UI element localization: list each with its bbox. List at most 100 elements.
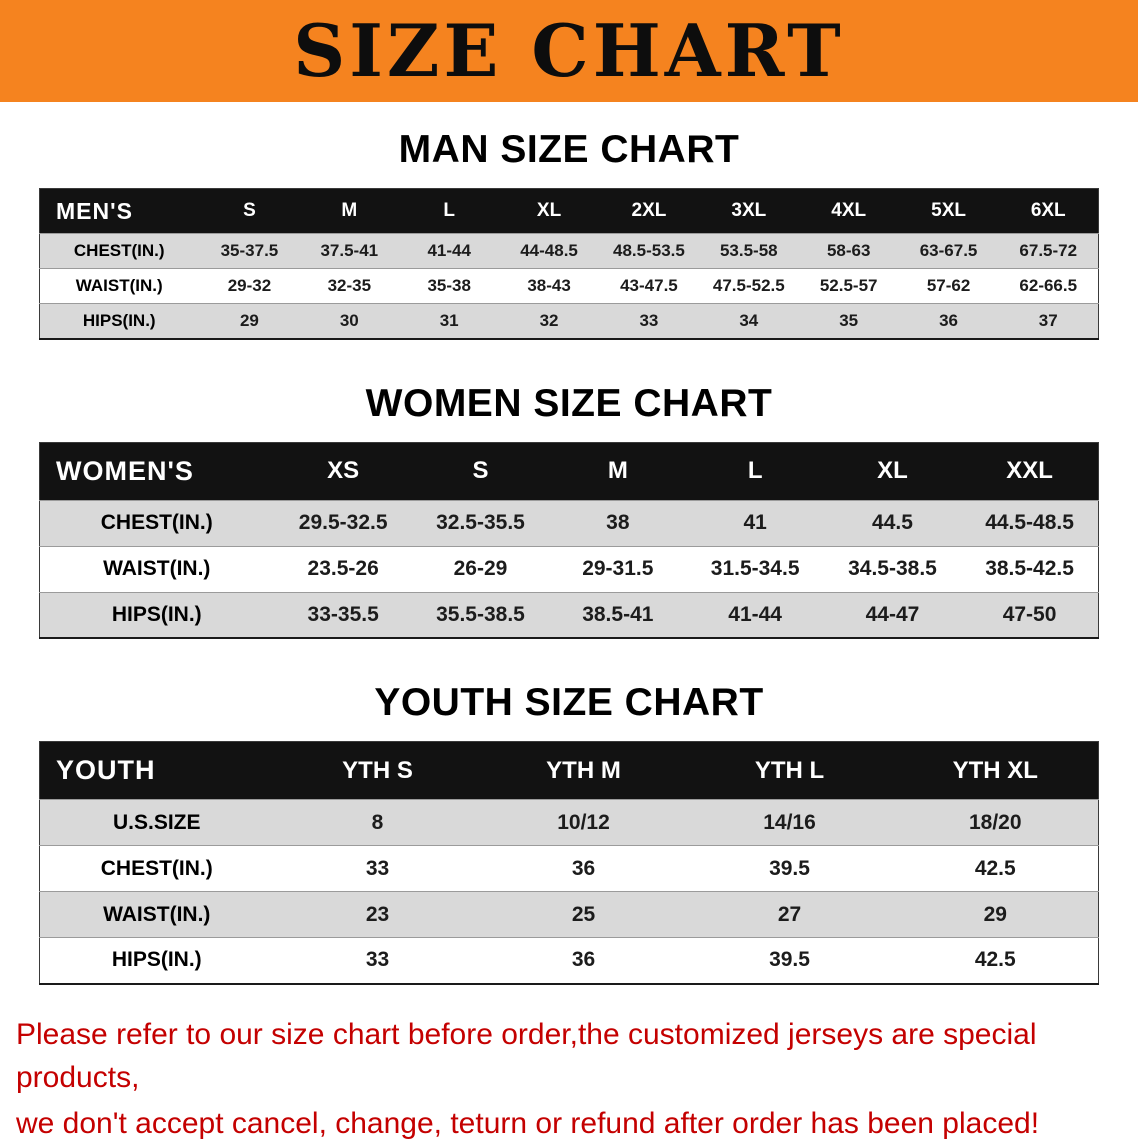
size-column-header: XS <box>274 442 412 500</box>
size-value-cell: 29.5-32.5 <box>298 511 388 534</box>
table-title-cell: MEN'S <box>39 188 200 234</box>
size-value-cell: 41-44 <box>427 241 471 260</box>
size-column-header: M <box>549 442 687 500</box>
size-column-header: 5XL <box>898 188 999 234</box>
size-value-cell: 44.5-48.5 <box>985 511 1074 534</box>
size-value-cell: 38-43 <box>527 276 571 295</box>
size-value-cell: 8 <box>371 810 384 834</box>
table-header-row: MEN'S S M L XL 2XL 3XL 4XL 5XL 6XL <box>39 188 1099 234</box>
row-label: WAIST(IN.) <box>103 557 211 580</box>
row-label: CHEST(IN.) <box>100 856 213 880</box>
size-column-header: XL <box>499 188 599 234</box>
youth-size-chart-table: YOUTH YTH S YTH M YTH L YTH XL U.S.SIZE 8 10/12… <box>39 741 1099 985</box>
row-label: HIPS(IN.) <box>111 948 202 972</box>
table-row: HIPS(IN.) 33 36 39.5 42.5 <box>39 937 1099 984</box>
row-label: HIPS(IN.) <box>82 310 156 330</box>
table-row: CHEST(IN.) 35-37.5 37.5-41 41-44 44-48.5 48.5… <box>39 233 1099 269</box>
size-value-cell: 29-31.5 <box>582 557 654 580</box>
table-row: U.S.SIZE 8 10/12 14/16 18/20 <box>39 799 1099 846</box>
size-value-cell: 47-50 <box>1002 602 1057 626</box>
size-value-cell: 35-38 <box>427 276 471 295</box>
table-row: WAIST(IN.) 23 25 27 29 <box>39 891 1099 938</box>
man-size-chart-table: MEN'S S M L XL 2XL 3XL 4XL 5XL 6XL CHEST(IN.) 35-37… <box>39 188 1099 340</box>
size-value-cell: 41 <box>743 511 767 534</box>
size-value-cell: 33 <box>365 856 390 880</box>
size-column-header: 4XL <box>798 188 899 234</box>
size-column-header: 2XL <box>599 188 699 234</box>
size-column-header: L <box>686 442 824 500</box>
size-column-header: XL <box>823 442 962 500</box>
size-value-cell: 53.5-58 <box>719 241 778 260</box>
size-value-cell: 37 <box>1038 310 1058 330</box>
size-value-cell: 33 <box>639 310 659 330</box>
size-column-header: YTH L <box>686 741 893 800</box>
size-value-cell: 62-66.5 <box>1019 276 1078 295</box>
size-column-header: M <box>299 188 400 234</box>
table-row: HIPS(IN.) 29 30 31 32 33 34 35 36 37 <box>39 303 1099 339</box>
size-value-cell: 36 <box>571 948 596 972</box>
size-value-cell: 38.5-41 <box>582 602 654 626</box>
size-value-cell: 33 <box>365 948 390 972</box>
banner-title: SIZE CHART <box>293 8 845 93</box>
size-column-header: S <box>199 188 300 234</box>
size-value-cell: 34 <box>739 310 759 330</box>
size-column-header: L <box>399 188 500 234</box>
size-value-cell: 52.5-57 <box>819 276 878 295</box>
size-value-cell: 25 <box>571 902 596 926</box>
size-value-cell: 37.5-41 <box>320 241 379 260</box>
disclaimer-line-1: Please refer to our size chart before or… <box>16 1017 1037 1095</box>
size-value-cell: 32.5-35.5 <box>436 511 525 534</box>
size-value-cell: 43-47.5 <box>620 276 678 295</box>
banner: SIZE CHART <box>0 0 1138 102</box>
size-value-cell: 47.5-52.5 <box>712 276 785 295</box>
size-value-cell: 41-44 <box>728 602 782 626</box>
size-column-header: YTH XL <box>892 741 1099 800</box>
size-value-cell: 26-29 <box>453 557 508 580</box>
row-label: U.S.SIZE <box>112 810 201 834</box>
size-value-cell: 29-32 <box>227 276 272 295</box>
size-column-header: 6XL <box>998 188 1099 234</box>
man-size-chart-heading: MAN SIZE CHART <box>398 128 740 171</box>
size-value-cell: 23 <box>365 902 390 926</box>
row-label: CHEST(IN.) <box>73 241 165 260</box>
size-value-cell: 42.5 <box>974 856 1016 880</box>
size-value-cell: 67.5-72 <box>1019 241 1078 260</box>
table-row: CHEST(IN.) 29.5-32.5 32.5-35.5 38 41 44.5 44.5… <box>39 500 1099 546</box>
table-header-row: WOMEN'S XS S M L XL XXL <box>39 442 1099 500</box>
row-label: WAIST(IN.) <box>103 902 211 926</box>
size-value-cell: 23.5-26 <box>307 557 379 580</box>
size-value-cell: 32-35 <box>327 276 372 295</box>
size-value-cell: 32 <box>539 310 559 330</box>
size-value-cell: 18/20 <box>968 810 1022 834</box>
size-value-cell: 39.5 <box>769 856 810 880</box>
size-value-cell: 57-62 <box>926 276 971 295</box>
size-value-cell: 36 <box>571 856 596 880</box>
size-value-cell: 39.5 <box>769 948 810 972</box>
size-column-header: YTH S <box>274 741 481 800</box>
size-value-cell: 42.5 <box>974 948 1016 972</box>
size-value-cell: 29 <box>983 902 1007 926</box>
size-value-cell: 31 <box>439 310 459 330</box>
table-title-cell: WOMEN'S <box>39 442 275 500</box>
row-label: CHEST(IN.) <box>100 511 213 534</box>
table-row: WAIST(IN.) 29-32 32-35 35-38 38-43 43-47.5 47.… <box>39 268 1099 304</box>
women-size-chart-table: WOMEN'S XS S M L XL XXL CHEST(IN.) 29.5-32.5 32.5… <box>39 441 1099 639</box>
table-header-row: YOUTH YTH S YTH M YTH L YTH XL <box>39 741 1099 800</box>
size-value-cell: 36 <box>939 310 959 330</box>
size-value-cell: 35-37.5 <box>220 241 279 260</box>
size-value-cell: 10/12 <box>557 810 610 834</box>
table-row: HIPS(IN.) 33-35.5 35.5-38.5 38.5-41 41-44 44-… <box>39 592 1099 638</box>
table-title-cell: YOUTH <box>39 741 275 800</box>
size-value-cell: 35 <box>839 310 859 330</box>
size-value-cell: 44.5 <box>872 511 913 534</box>
size-column-header: S <box>411 442 550 500</box>
size-value-cell: 44-48.5 <box>520 241 578 260</box>
size-value-cell: 34.5-38.5 <box>848 557 937 580</box>
size-column-header: XXL <box>961 442 1099 500</box>
size-value-cell: 31.5-34.5 <box>710 557 800 580</box>
youth-size-chart-heading: YOUTH SIZE CHART <box>374 681 764 724</box>
size-value-cell: 27 <box>777 902 802 926</box>
size-value-cell: 29 <box>239 310 259 330</box>
row-label: WAIST(IN.) <box>75 276 163 295</box>
